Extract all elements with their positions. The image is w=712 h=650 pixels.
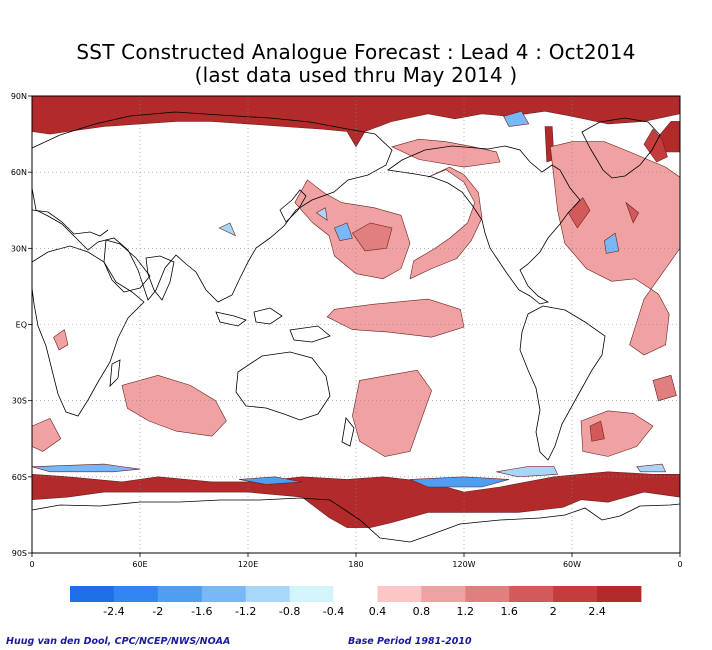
- anomaly-region-13: [121, 374, 227, 437]
- anomaly-region-25: [218, 222, 236, 237]
- x-tick-label: 180: [348, 560, 363, 569]
- anomaly-region-22: [409, 476, 510, 488]
- y-tick-label: EQ: [16, 321, 27, 330]
- y-tick-label: 30N: [11, 244, 27, 253]
- y-tick-label: 90S: [12, 549, 27, 558]
- anomaly-region-18: [652, 374, 677, 402]
- x-tick-label: 0: [29, 560, 34, 569]
- anomaly-region-26: [334, 222, 353, 242]
- x-tick-label: 0: [677, 560, 682, 569]
- anomaly-region-0: [31, 95, 681, 148]
- x-tick-label: 60W: [563, 560, 581, 569]
- anomaly-region-3: [643, 128, 668, 163]
- colorbar-label: 0.4: [369, 605, 387, 618]
- y-tick-label: 60S: [12, 473, 27, 482]
- colorbar-box-5: [289, 586, 334, 602]
- chart-title-line2: (last data used thru May 2014 ): [194, 63, 518, 87]
- colorbar-box-0: [70, 586, 115, 602]
- anomaly-region-12: [352, 369, 432, 457]
- anomaly-region-20: [31, 463, 141, 473]
- colorbar-box-8: [421, 586, 466, 602]
- y-tick-label: 90N: [11, 92, 27, 101]
- anomaly-region-9: [351, 222, 393, 252]
- colorbar-box-11: [553, 586, 598, 602]
- anomaly-region-24: [636, 463, 667, 473]
- colorbar-label: 1.2: [457, 605, 475, 618]
- anomaly-region-14: [53, 329, 69, 351]
- anomaly-region-7: [625, 201, 639, 224]
- colorbar-box-7: [377, 586, 422, 602]
- x-axis: 0 60E 120E 180 120W 60W 0: [29, 553, 683, 569]
- colorbar-box-12: [597, 586, 642, 602]
- y-tick-label: 60N: [11, 168, 27, 177]
- x-tick-label: 120E: [238, 560, 258, 569]
- colorbar-box-2: [157, 586, 203, 602]
- colorbar-label: 2.4: [588, 605, 606, 618]
- credit-base-period: Base Period 1981-2010: [348, 636, 472, 647]
- anomaly-region-29: [315, 207, 328, 222]
- colorbar-box-9: [465, 586, 510, 602]
- colorbar-box-3: [201, 586, 247, 602]
- colorbar-box-10: [509, 586, 554, 602]
- anomaly-region-10: [409, 166, 483, 280]
- colorbar-label: -1.6: [191, 605, 212, 618]
- colorbar-box-6: [333, 586, 378, 602]
- credit-author: Huug van den Dool, CPC/NCEP/NWS/NOAA: [6, 636, 231, 647]
- anomaly-region-11: [326, 298, 465, 338]
- colorbar: -2.4 -2 -1.6 -1.2 -0.8 -0.4 0.4 0.8 1.2 1.6 2 2.4: [70, 586, 642, 618]
- anomaly-region-21: [238, 476, 303, 485]
- anomaly-region-23: [496, 466, 559, 478]
- anomaly-region-15: [31, 418, 62, 452]
- anomaly-field: [31, 95, 681, 528]
- colorbar-label: -2.4: [103, 605, 124, 618]
- colorbar-label: 2: [550, 605, 557, 618]
- anomaly-region-17: [589, 420, 605, 442]
- y-tick-label: 30S: [12, 397, 27, 406]
- colorbar-label: 0.8: [413, 605, 431, 618]
- anomaly-region-19: [31, 471, 681, 528]
- anomaly-region-4: [391, 138, 501, 168]
- x-tick-label: 120W: [452, 560, 475, 569]
- colorbar-box-4: [245, 586, 290, 602]
- chart-title-line1: SST Constructed Analogue Forecast : Lead…: [76, 40, 636, 64]
- lat-lon-grid: [32, 96, 680, 553]
- anomaly-region-8: [294, 179, 411, 280]
- colorbar-label: -2: [152, 605, 163, 618]
- colorbar-label: -0.4: [323, 605, 344, 618]
- colorbar-box-1: [113, 586, 159, 602]
- colorbar-label: 1.6: [500, 605, 518, 618]
- y-axis: 90N 60N 30N EQ 30S 60S 90S: [11, 92, 32, 558]
- colorbar-label: -0.8: [279, 605, 300, 618]
- colorbar-label: -1.2: [235, 605, 256, 618]
- x-tick-label: 60E: [132, 560, 147, 569]
- anomaly-region-28: [503, 110, 530, 127]
